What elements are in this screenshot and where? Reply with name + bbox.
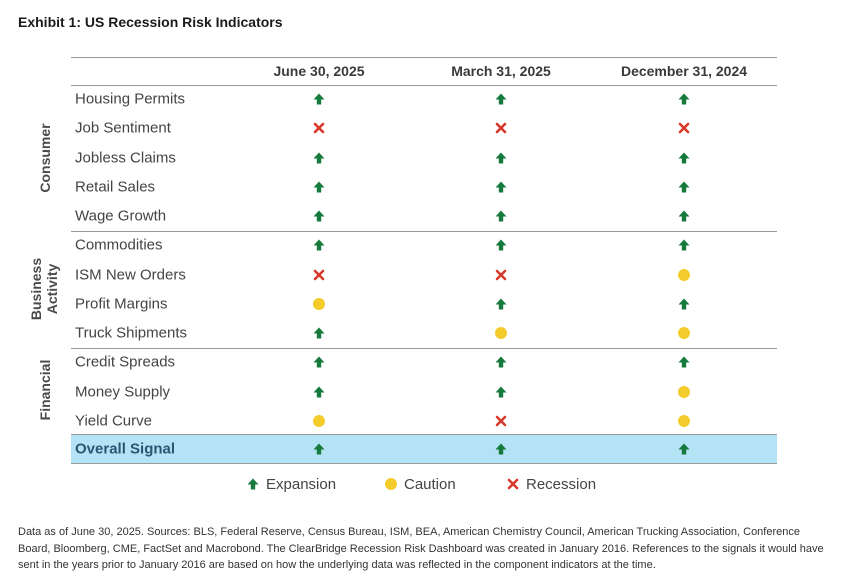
group-label: Business Activity: [28, 257, 60, 321]
caution-icon: [677, 326, 691, 340]
expansion-icon: [494, 92, 508, 106]
divider: [71, 231, 777, 233]
row-label: ISM New Orders: [75, 266, 186, 283]
recession-icon: [312, 268, 326, 282]
expansion-icon: [494, 355, 508, 369]
caution-icon: [677, 268, 691, 282]
recession-icon: [494, 121, 508, 135]
expansion-icon: [677, 209, 691, 223]
row-label: Money Supply: [75, 383, 171, 400]
caution-icon: [494, 326, 508, 340]
row-label: Retail Sales: [75, 178, 156, 196]
legend-label: Expansion: [266, 476, 337, 493]
row-label: Credit Spreads: [75, 353, 176, 371]
row-label: Profit Margins: [75, 295, 168, 313]
expansion-icon: [494, 442, 508, 456]
divider: [71, 85, 777, 86]
expansion-icon: [312, 238, 326, 252]
expansion-icon: [312, 209, 326, 223]
recession-icon: [677, 121, 691, 135]
recession-icon: [312, 121, 326, 135]
row-label: Job Sentiment: [75, 119, 171, 137]
expansion-icon: [494, 209, 508, 223]
row-label: Wage Growth: [75, 207, 167, 225]
expansion-icon: [677, 238, 691, 252]
expansion-icon: [494, 238, 508, 252]
recession-icon: [494, 414, 508, 428]
expansion-icon: [312, 92, 326, 106]
group-label: Consumer: [37, 123, 53, 193]
divider: [71, 348, 777, 350]
expansion-icon: [677, 297, 691, 311]
expansion-icon: [677, 92, 691, 106]
expansion-icon: [494, 151, 508, 165]
caution-icon: [677, 385, 691, 399]
group-label: Financial: [37, 359, 53, 421]
caution-icon: [384, 477, 398, 491]
expansion-icon: [677, 151, 691, 165]
divider: [71, 57, 777, 58]
expansion-icon: [494, 297, 508, 311]
legend-item-caution: Caution: [384, 476, 456, 493]
expansion-icon: [312, 442, 326, 456]
overall-signal-label: Overall Signal: [75, 440, 176, 458]
column-header: December 31, 2024: [620, 63, 748, 79]
expansion-icon: [677, 355, 691, 369]
expansion-icon: [494, 385, 508, 399]
legend-label: Caution: [404, 476, 456, 493]
caution-icon: [677, 414, 691, 428]
caution-icon: [312, 297, 326, 311]
expansion-icon: [677, 442, 691, 456]
footnote: Data as of June 30, 2025. Sources: BLS, …: [18, 526, 824, 571]
column-header: June 30, 2025: [273, 63, 365, 79]
recession-icon: [506, 477, 520, 491]
expansion-icon: [494, 180, 508, 194]
expansion-icon: [312, 326, 326, 340]
expansion-icon: [312, 385, 326, 399]
row-label: Housing Permits: [75, 90, 186, 108]
expansion-icon: [312, 151, 326, 165]
row-label: Commodities: [75, 236, 163, 254]
recession-icon: [494, 268, 508, 282]
caution-icon: [312, 414, 326, 428]
legend-label: Recession: [526, 476, 597, 493]
row-label: Truck Shipments: [75, 324, 187, 342]
legend-item-recession: Recession: [506, 476, 596, 493]
expansion-icon: [246, 477, 260, 491]
expansion-icon: [312, 355, 326, 369]
exhibit-title: Exhibit 1: US Recession Risk Indicators: [18, 14, 283, 30]
expansion-icon: [677, 180, 691, 194]
expansion-icon: [312, 180, 326, 194]
legend-item-expansion: Expansion: [246, 476, 336, 493]
column-header: March 31, 2025: [451, 63, 551, 79]
row-label: Jobless Claims: [75, 149, 176, 166]
overall-signal-row: [71, 434, 777, 464]
row-label: Yield Curve: [75, 412, 152, 430]
